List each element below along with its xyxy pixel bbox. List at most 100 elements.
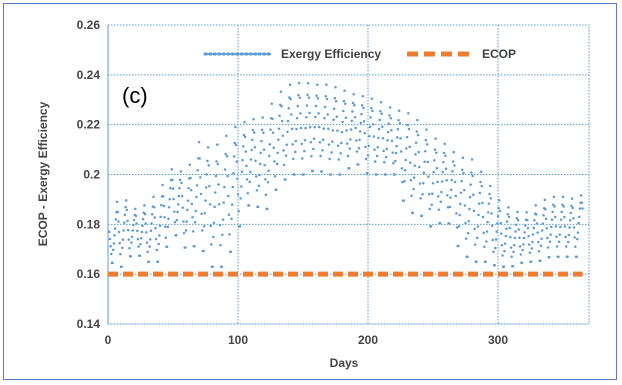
- exergy-efficiency-point: [209, 224, 212, 228]
- exergy-efficiency-point: [137, 245, 140, 248]
- exergy-efficiency-point: [299, 112, 302, 115]
- exergy-efficiency-point: [550, 225, 553, 229]
- exergy-efficiency-point: [352, 93, 355, 96]
- exergy-efficiency-point: [161, 183, 164, 187]
- exergy-efficiency-point: [433, 159, 436, 162]
- y-tick-label: 0.24: [77, 68, 101, 82]
- exergy-efficiency-point: [165, 245, 169, 249]
- exergy-efficiency-point: [235, 160, 238, 163]
- exergy-efficiency-point: [221, 233, 224, 237]
- exergy-efficiency-point: [121, 246, 124, 250]
- exergy-efficiency-point: [180, 194, 184, 198]
- exergy-efficiency-point: [334, 86, 337, 89]
- exergy-efficiency-point: [405, 147, 408, 150]
- exergy-efficiency-point: [154, 226, 157, 230]
- exergy-efficiency-point: [234, 143, 238, 146]
- exergy-efficiency-point: [130, 241, 133, 244]
- exergy-efficiency-point: [489, 197, 493, 200]
- exergy-efficiency-point: [286, 130, 289, 134]
- exergy-efficiency-point: [349, 138, 352, 141]
- exergy-efficiency-point: [114, 218, 118, 221]
- exergy-efficiency-point: [369, 116, 372, 119]
- exergy-efficiency-point: [381, 137, 385, 140]
- exergy-efficiency-point: [198, 157, 201, 160]
- exergy-efficiency-point: [157, 242, 160, 246]
- exergy-efficiency-point: [122, 229, 125, 232]
- exergy-efficiency-point: [175, 218, 179, 222]
- exergy-efficiency-point: [188, 163, 192, 167]
- exergy-efficiency-point: [573, 236, 576, 239]
- exergy-efficiency-point: [267, 169, 270, 172]
- exergy-efficiency-point: [400, 167, 404, 170]
- exergy-efficiency-point: [251, 138, 254, 142]
- exergy-efficiency-point: [388, 106, 392, 109]
- exergy-efficiency-point: [482, 231, 485, 235]
- exergy-efficiency-point: [253, 146, 257, 149]
- exergy-efficiency-point: [115, 200, 119, 204]
- exergy-efficiency-point: [217, 202, 221, 206]
- exergy-efficiency-point: [288, 83, 292, 87]
- exergy-efficiency-point: [499, 221, 502, 225]
- exergy-efficiency-point: [220, 265, 223, 268]
- exergy-efficiency-point: [162, 195, 165, 198]
- exergy-efficiency-point: [483, 245, 486, 248]
- exergy-efficiency-point: [460, 179, 463, 183]
- exergy-efficiency-point: [571, 206, 574, 210]
- exergy-efficiency-point: [461, 168, 464, 172]
- exergy-efficiency-point: [455, 226, 459, 229]
- exergy-efficiency-point: [552, 203, 555, 206]
- exergy-efficiency-point: [184, 229, 188, 232]
- exergy-efficiency-point: [320, 170, 324, 173]
- exergy-efficiency-point: [196, 168, 199, 172]
- exergy-efficiency-point: [136, 237, 140, 241]
- exergy-efficiency-point: [223, 168, 227, 171]
- exergy-efficiency-point: [561, 195, 565, 199]
- exergy-efficiency-point: [117, 230, 121, 234]
- exergy-efficiency-point: [444, 154, 447, 157]
- exergy-efficiency-point: [364, 157, 368, 161]
- exergy-efficiency-point: [182, 231, 186, 235]
- exergy-efficiency-point: [331, 129, 335, 132]
- exergy-efficiency-point: [189, 188, 193, 192]
- exergy-efficiency-point: [162, 204, 166, 208]
- exergy-efficiency-point: [314, 104, 318, 108]
- exergy-efficiency-point: [441, 170, 444, 174]
- exergy-efficiency-point: [431, 181, 435, 185]
- exergy-efficiency-point: [403, 168, 407, 172]
- exergy-efficiency-point: [377, 136, 380, 140]
- exergy-efficiency-point: [426, 160, 430, 164]
- exergy-efficiency-point: [116, 210, 119, 214]
- exergy-efficiency-point: [525, 211, 528, 214]
- exergy-efficiency-point: [272, 146, 275, 149]
- exergy-efficiency-point: [576, 237, 579, 241]
- exergy-efficiency-point: [282, 149, 285, 152]
- exergy-efficiency-point: [332, 107, 336, 110]
- x-tick-label: 200: [358, 333, 378, 347]
- exergy-efficiency-point: [202, 249, 205, 253]
- exergy-efficiency-point: [468, 195, 472, 199]
- exergy-efficiency-point: [560, 210, 563, 214]
- exergy-efficiency-point: [505, 227, 508, 230]
- exergy-efficiency-point: [167, 217, 170, 220]
- exergy-efficiency-point: [468, 207, 471, 211]
- exergy-efficiency-point: [211, 265, 214, 268]
- exergy-efficiency-point: [544, 217, 548, 221]
- exergy-efficiency-point: [233, 141, 236, 145]
- exergy-efficiency-point: [505, 220, 509, 223]
- exergy-efficiency-point: [354, 126, 357, 130]
- legend: Exergy Efficiency ECOP: [203, 47, 516, 61]
- exergy-efficiency-point: [478, 191, 482, 195]
- exergy-efficiency-point: [195, 195, 198, 199]
- exergy-efficiency-point: [493, 263, 496, 267]
- exergy-efficiency-point: [535, 213, 538, 216]
- exergy-efficiency-point: [181, 206, 184, 209]
- exergy-efficiency-point: [398, 122, 402, 125]
- exergy-efficiency-point: [353, 115, 357, 119]
- exergy-efficiency-point: [245, 178, 249, 181]
- exergy-efficiency-point: [390, 129, 393, 132]
- exergy-efficiency-point: [471, 174, 474, 178]
- exergy-efficiency-point: [457, 224, 461, 228]
- exergy-efficiency-point: [197, 140, 201, 144]
- exergy-efficiency-point: [305, 104, 309, 107]
